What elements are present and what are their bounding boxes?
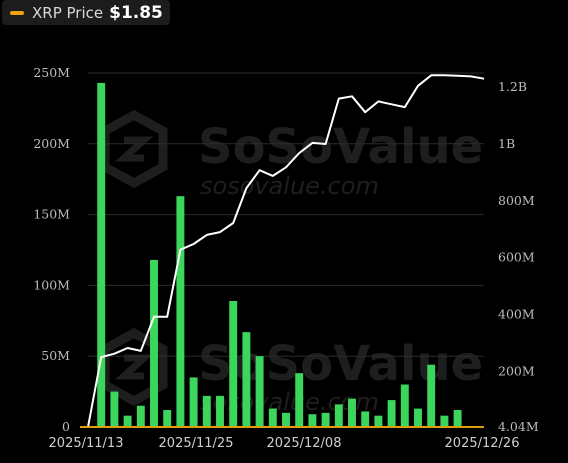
volume-bar (387, 400, 396, 427)
axes: 0 50M 100M 150M 200M 250M 4.04M 200M 400M 600M 800… (33, 65, 539, 451)
legend-price-value: $1.85 (109, 2, 163, 23)
volume-bar (348, 398, 356, 427)
legend-swatch (10, 10, 24, 15)
y-left-tick-label: 100M (33, 277, 70, 292)
volume-bar (321, 412, 330, 427)
y-right-tick-label: 200M (498, 363, 535, 378)
volume-bar (216, 395, 224, 427)
y-left-tick-label: 50M (41, 348, 70, 363)
volume-bar (414, 408, 422, 427)
watermark-logo-icon-top (100, 109, 168, 189)
volume-bar (308, 414, 317, 427)
volume-bar (97, 82, 106, 428)
volume-bar (361, 411, 370, 427)
volume-bar (136, 405, 145, 427)
watermark-brand-top: SoSoValue (198, 119, 483, 175)
y-left-tick-label: 0 (62, 419, 70, 434)
volume-bar (150, 259, 158, 427)
volume-bar (334, 404, 343, 427)
volume-bar (255, 356, 264, 427)
volume-bar (400, 384, 409, 427)
y-right-tick-label: 1B (498, 136, 515, 151)
legend-label: XRP Price (32, 3, 104, 22)
y-left-tick-label: 200M (33, 136, 70, 151)
volume-bar (427, 364, 436, 427)
volume-bar (202, 395, 211, 427)
watermark-url-top: sosovalue.com (200, 172, 379, 200)
volume-bar (163, 410, 172, 427)
volume-bar (374, 415, 383, 427)
x-tick-label: 2025/11/13 (49, 436, 124, 451)
y-left-tick-label: 250M (33, 65, 70, 80)
volume-bar (123, 415, 132, 427)
volume-bar (229, 300, 238, 427)
watermark-brand-bottom: SoSoValue (198, 336, 483, 392)
grid (88, 72, 484, 357)
y-right-tick-label: 1.2B (498, 79, 527, 94)
volume-bar (453, 410, 462, 427)
y-left-tick-label: 150M (33, 207, 70, 222)
volume-bar (110, 391, 119, 427)
volume-bar (295, 373, 304, 427)
volume-bar (440, 415, 449, 427)
legend[interactable]: XRP Price $1.85 (2, 0, 170, 25)
watermark: SoSoValue sosovalue.com SoSoValue sosova… (100, 109, 483, 416)
y-right-tick-label: 400M (498, 307, 535, 322)
x-tick-label: 2025/12/08 (267, 436, 342, 451)
bar-series (97, 82, 462, 428)
volume-bar (282, 412, 290, 427)
y-right-tick-label: 4.04M (498, 419, 539, 434)
y-right-tick-label: 600M (498, 250, 535, 265)
volume-bar (242, 332, 251, 427)
price-line-series (87, 74, 485, 428)
volume-bar (189, 377, 198, 427)
x-tick-label: 2025/11/25 (159, 436, 234, 451)
volume-bar (268, 408, 277, 427)
y-right-tick-label: 800M (498, 193, 535, 208)
price-line (87, 74, 485, 428)
volume-bar (176, 196, 185, 427)
x-tick-label: 2025/12/26 (445, 436, 520, 451)
